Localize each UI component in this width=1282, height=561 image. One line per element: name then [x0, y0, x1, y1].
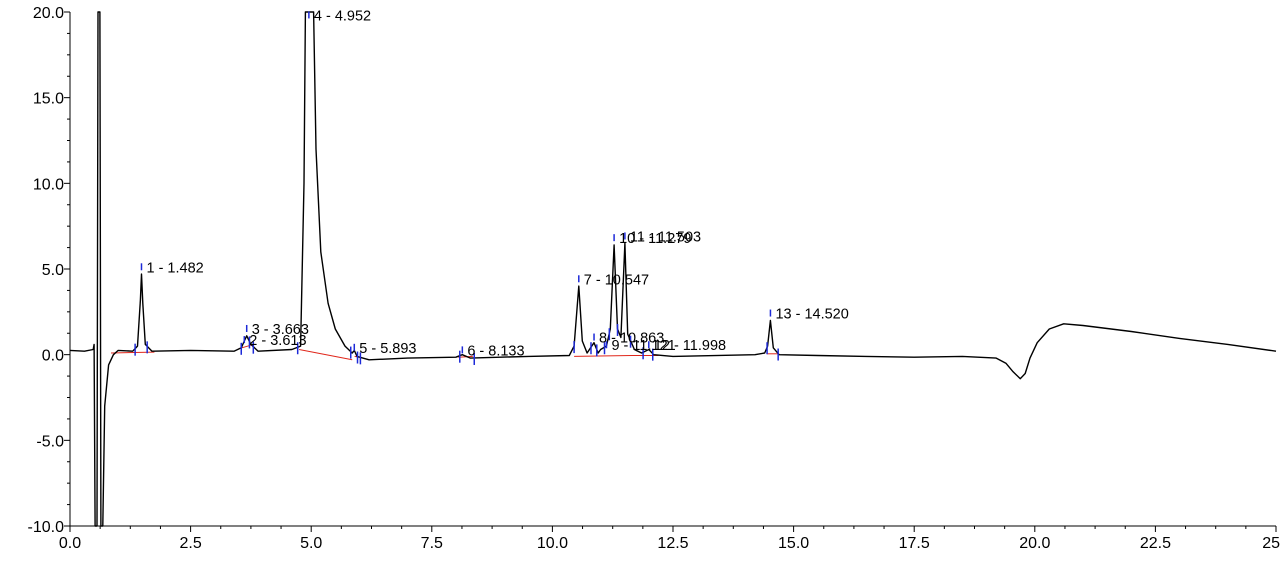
x-tick-label: 15.0 [778, 535, 809, 552]
peak-label: 9 - 11.121 [611, 338, 675, 354]
x-tick-label: 10.0 [537, 535, 568, 552]
x-tick-label: 20.0 [1019, 535, 1050, 552]
y-tick-label: 10.0 [33, 176, 64, 193]
peak-label: 8 - 10.863 [599, 331, 664, 347]
peak-label: 5 - 5.893 [359, 341, 416, 357]
x-tick-label: 5.0 [300, 535, 322, 552]
peak-label: 4 - 4.952 [314, 8, 371, 24]
y-tick-label: 0.0 [42, 348, 64, 365]
y-tick-label: -5.0 [36, 433, 64, 450]
x-tick-label: 7.5 [421, 535, 443, 552]
x-tick-label: 25 [1262, 535, 1280, 552]
peak-label: 11 - 11.503 [630, 229, 701, 245]
signal-line [69, 11, 1277, 527]
peak-label: 13 - 14.520 [775, 307, 848, 323]
baseline-segment [299, 349, 353, 361]
baseline-segment [574, 355, 659, 357]
peak-label: 10 - 11.279 [619, 231, 691, 247]
x-tick-label: 22.5 [1140, 535, 1171, 552]
y-tick-label: 15.0 [33, 91, 64, 108]
peak-label: 1 - 1.482 [146, 260, 203, 276]
x-tick-label: 2.5 [179, 535, 201, 552]
peak-label: 12 - 11.998 [654, 338, 726, 354]
y-tick-label: 20.0 [33, 5, 64, 22]
x-tick-label: 12.5 [657, 535, 688, 552]
x-tick-label: 0.0 [59, 535, 81, 552]
peak-label: 6 - 8.133 [467, 343, 524, 359]
peak-label: 7 - 10.547 [584, 272, 649, 288]
x-tick-label: 17.5 [899, 535, 930, 552]
peak-label: 3 - 3.663 [252, 322, 309, 338]
peak-markers [134, 323, 779, 365]
y-tick-label: 5.0 [42, 262, 64, 279]
peak-label: 2 - 3.613 [249, 333, 306, 349]
signal-trace [69, 11, 1277, 527]
axes: -10.0 -5.0 0.0 5.0 10.0 15.0 20.0 0.0 2.5 5.0 7.5 1… [28, 5, 1281, 552]
y-tick-label: -10.0 [28, 519, 65, 536]
